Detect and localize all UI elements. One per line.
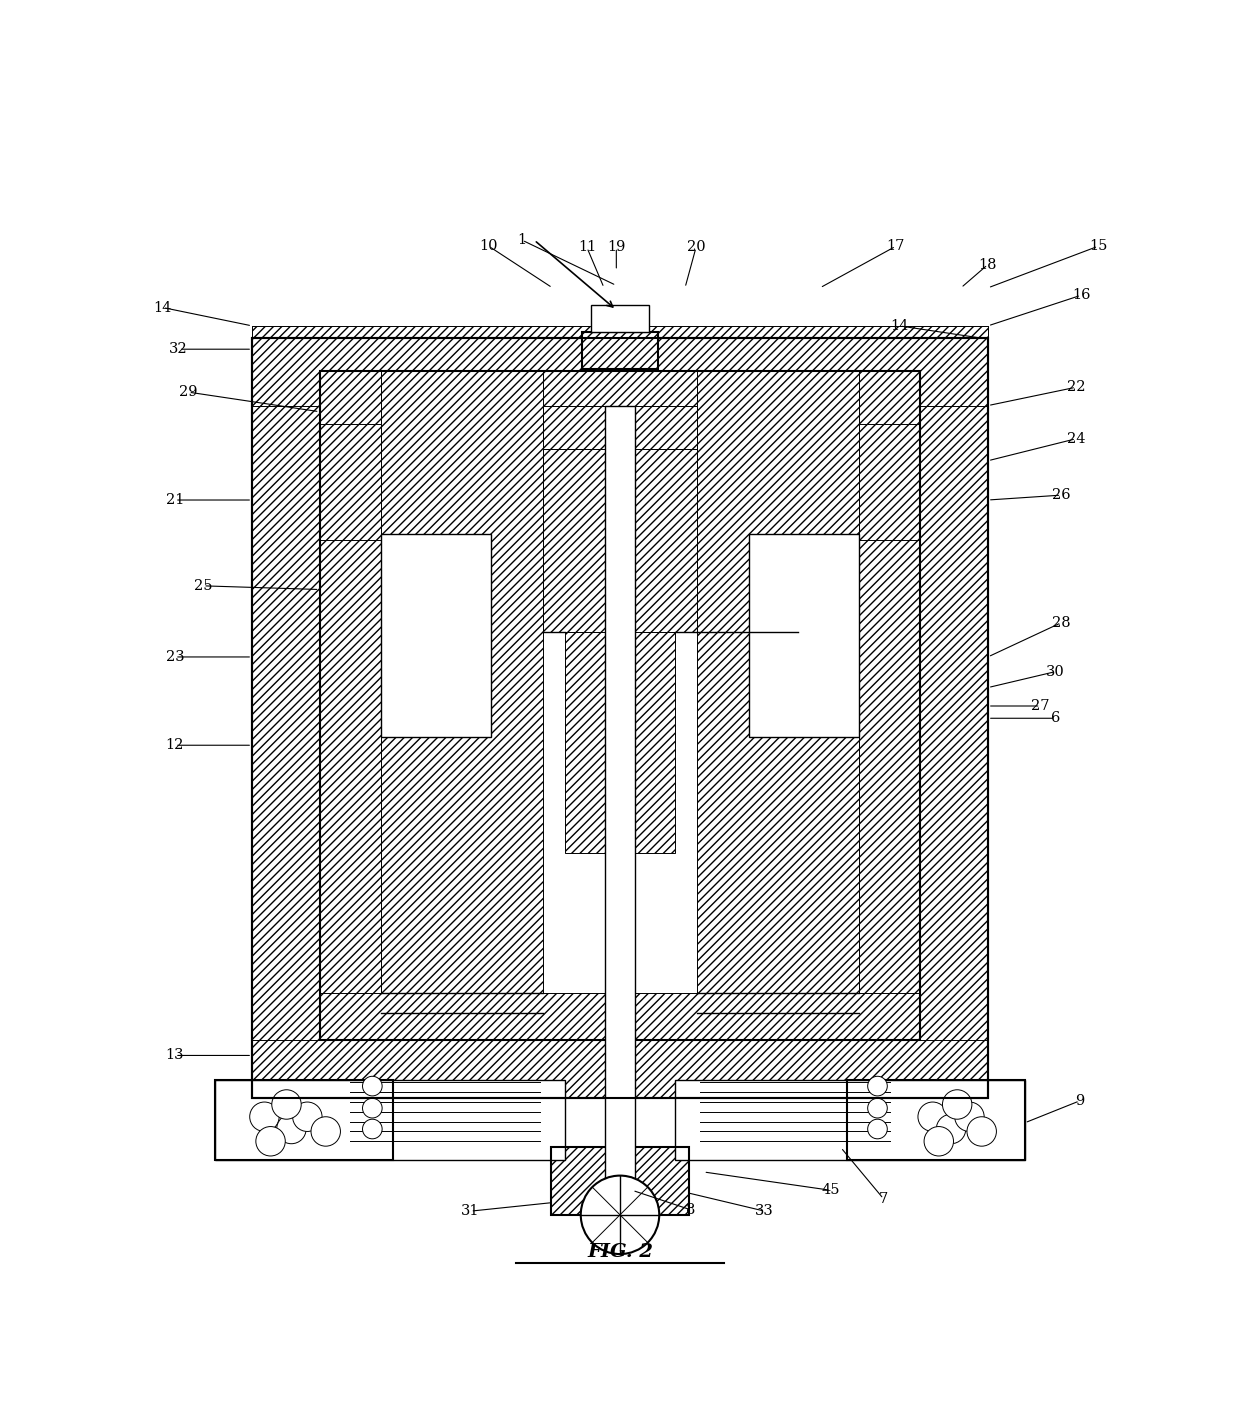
Bar: [590, 305, 650, 332]
Circle shape: [924, 1127, 954, 1156]
Bar: [216, 1080, 393, 1159]
Bar: [859, 371, 920, 1039]
Bar: [252, 326, 320, 1099]
Circle shape: [277, 1114, 306, 1144]
Circle shape: [967, 1117, 997, 1147]
Circle shape: [868, 1120, 888, 1139]
Circle shape: [362, 1076, 382, 1096]
Circle shape: [272, 1090, 301, 1120]
Text: 20: 20: [687, 240, 706, 254]
Circle shape: [362, 1120, 382, 1139]
Text: 23: 23: [166, 650, 185, 664]
Text: 11: 11: [578, 240, 596, 254]
Text: 9: 9: [1075, 1094, 1085, 1108]
Bar: [675, 1080, 1024, 1159]
Text: 19: 19: [608, 240, 625, 254]
Text: 30: 30: [1045, 665, 1065, 679]
Text: 16: 16: [1071, 288, 1090, 302]
Text: 24: 24: [1066, 432, 1085, 446]
Bar: [552, 1148, 688, 1214]
Text: 21: 21: [166, 493, 184, 507]
Text: 33: 33: [755, 1204, 774, 1219]
Bar: [320, 424, 381, 541]
Bar: [252, 1039, 988, 1099]
Bar: [749, 534, 859, 737]
Bar: [252, 326, 988, 405]
Text: 1: 1: [517, 233, 527, 247]
Circle shape: [936, 1114, 966, 1144]
Text: 14: 14: [890, 319, 909, 333]
Text: 22: 22: [1066, 380, 1085, 394]
Circle shape: [868, 1076, 888, 1096]
Text: FIG. 2: FIG. 2: [587, 1243, 653, 1261]
Circle shape: [362, 1099, 382, 1118]
Bar: [582, 332, 658, 369]
Bar: [216, 1080, 565, 1159]
Circle shape: [255, 1127, 285, 1156]
Text: 10: 10: [480, 239, 498, 253]
Bar: [847, 1080, 1024, 1159]
Bar: [381, 534, 491, 737]
Text: 14: 14: [154, 301, 172, 315]
Bar: [216, 1080, 393, 1159]
Text: 6: 6: [1050, 712, 1060, 726]
Text: 15: 15: [1089, 239, 1107, 253]
Bar: [252, 337, 988, 1099]
Bar: [320, 371, 920, 1039]
Bar: [565, 633, 675, 853]
Text: 32: 32: [170, 342, 188, 356]
Text: 18: 18: [978, 257, 997, 271]
Bar: [320, 993, 920, 1039]
Bar: [920, 326, 988, 1099]
Bar: [697, 371, 859, 1039]
Text: 25: 25: [193, 579, 212, 593]
Bar: [582, 332, 658, 369]
Circle shape: [955, 1101, 985, 1131]
Circle shape: [918, 1101, 947, 1131]
Bar: [252, 337, 988, 1099]
Text: 27: 27: [1032, 699, 1050, 713]
Circle shape: [293, 1101, 322, 1131]
Bar: [605, 405, 635, 1178]
Bar: [543, 405, 697, 449]
Text: 31: 31: [461, 1204, 480, 1219]
Text: 26: 26: [1052, 489, 1070, 503]
Bar: [859, 424, 920, 541]
Text: 13: 13: [166, 1049, 185, 1062]
Text: 29: 29: [179, 385, 197, 400]
Circle shape: [868, 1099, 888, 1118]
Text: 8: 8: [687, 1203, 696, 1217]
Circle shape: [580, 1176, 660, 1254]
Text: 17: 17: [887, 239, 905, 253]
Text: 7: 7: [879, 1192, 888, 1206]
Bar: [552, 1148, 688, 1214]
Text: 12: 12: [166, 738, 184, 753]
Bar: [381, 371, 543, 1039]
Bar: [543, 449, 697, 633]
Text: 28: 28: [1052, 616, 1070, 630]
Circle shape: [249, 1101, 279, 1131]
Circle shape: [311, 1117, 341, 1147]
Bar: [847, 1080, 1024, 1159]
Text: 45: 45: [822, 1183, 841, 1197]
Bar: [320, 371, 381, 1039]
Circle shape: [942, 1090, 972, 1120]
